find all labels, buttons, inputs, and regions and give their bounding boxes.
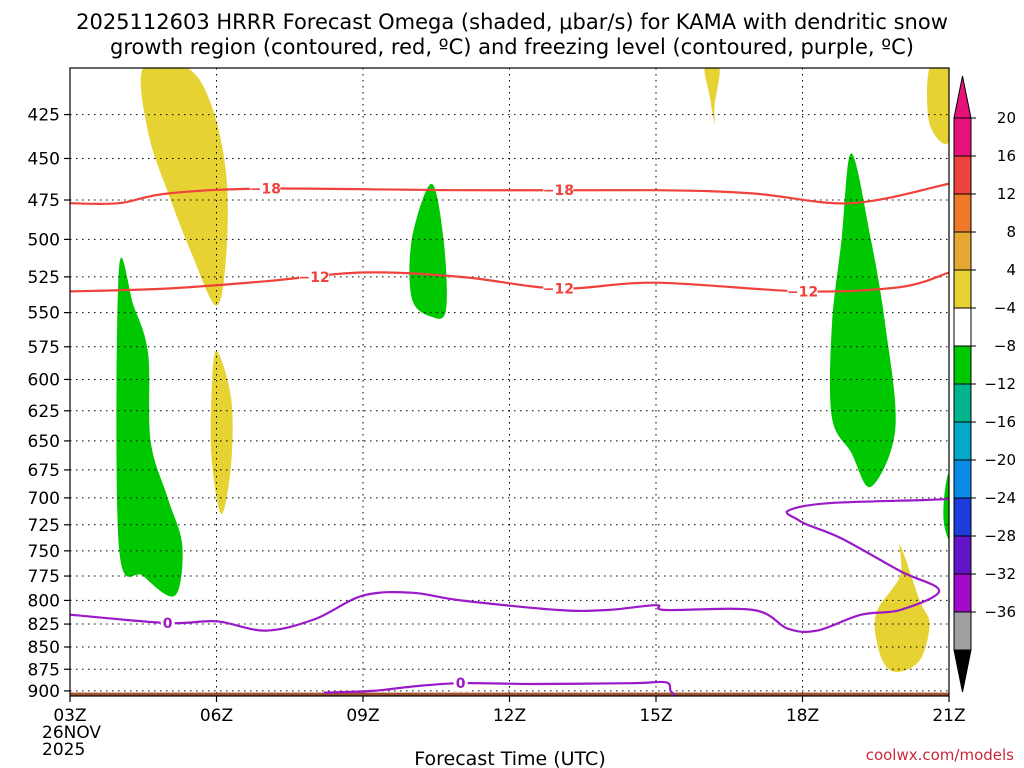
contour-label-dendritic: −12 xyxy=(543,281,574,297)
x-axis-label: Forecast Time (UTC) xyxy=(414,748,605,768)
omega-region-upward-3 xyxy=(829,153,896,488)
omega-region-upward-2 xyxy=(409,183,447,319)
y-tick-label: 475 xyxy=(28,191,60,211)
y-tick-label: 625 xyxy=(28,402,60,422)
y-tick-label: 600 xyxy=(28,370,60,390)
contour-label-freezing: 0 xyxy=(163,616,173,632)
colorbar-band xyxy=(953,535,972,575)
dendritic-contour-1 xyxy=(70,182,949,206)
x-tick-label: 09Z xyxy=(346,706,379,726)
y-tick-label: 725 xyxy=(28,516,60,536)
y-tick-label: 750 xyxy=(28,542,60,562)
contour-label-dendritic: −12 xyxy=(299,270,330,286)
y-axis: 425 450 475 500 525 550 575 600 625 650 675 700 725 7… xyxy=(28,106,70,702)
colorbar-band xyxy=(953,459,972,499)
colorbar: 20 16 12 8 4 −4 −8 −12 −16 −20 −24 −28 −32 −36 xyxy=(953,75,1016,693)
x-tick-label: 12Z xyxy=(493,706,526,726)
contour-label-dendritic: −12 xyxy=(787,284,818,300)
colorbar-tick-label: 4 xyxy=(1006,261,1016,279)
y-tick-label: 450 xyxy=(28,149,60,169)
colorbar-tick-label: −24 xyxy=(984,489,1016,507)
contour-label-bg xyxy=(160,614,175,632)
terrain-strip xyxy=(70,692,949,696)
colorbar-band xyxy=(953,497,972,537)
colorbar-tick-label: −28 xyxy=(984,527,1016,545)
omega-shading-layer xyxy=(116,68,949,672)
y-tick-label: 800 xyxy=(28,591,60,611)
y-tick-label: 775 xyxy=(28,567,60,587)
y-tick-label: 550 xyxy=(28,304,60,324)
colorbar-tick-label: −8 xyxy=(994,337,1016,355)
colorbar-band xyxy=(953,345,972,385)
contour-label-bg xyxy=(787,282,818,300)
y-tick-label: 850 xyxy=(28,638,60,658)
x-tick-label: 03Z xyxy=(53,706,86,726)
y-tick-label: 525 xyxy=(28,268,60,288)
x-tick-label: 18Z xyxy=(786,706,819,726)
contour-label-bg xyxy=(543,181,574,199)
contour-label-bg xyxy=(543,279,574,297)
contour-label-bg xyxy=(453,674,468,692)
colorbar-band xyxy=(953,231,972,271)
colorbar-tick-label: 8 xyxy=(1006,223,1016,241)
y-tick-label: 500 xyxy=(28,230,60,250)
colorbar-high-arrow xyxy=(953,75,972,119)
x-tick-label: 21Z xyxy=(932,706,965,726)
y-tick-label: 825 xyxy=(28,615,60,635)
dendritic-contour-2 xyxy=(70,271,949,293)
y-tick-label: 650 xyxy=(28,432,60,452)
colorbar-band xyxy=(953,155,972,195)
y-tick-label: 575 xyxy=(28,338,60,358)
y-tick-label: 900 xyxy=(28,682,60,702)
colorbar-low-arrow xyxy=(953,649,972,693)
colorbar-tick-label: 16 xyxy=(997,147,1016,165)
colorbar-band xyxy=(953,269,972,309)
omega-region-downward-7 xyxy=(704,68,720,124)
x-date-label: 2025 xyxy=(42,740,85,760)
x-tick-label: 15Z xyxy=(639,706,672,726)
site-credit: coolwx.com/models xyxy=(866,746,1014,764)
omega-region-upward-4 xyxy=(943,474,949,541)
x-date-label: 26NOV xyxy=(42,723,101,743)
colorbar-tick-label: −32 xyxy=(984,565,1016,583)
colorbar-tick-label: −16 xyxy=(984,413,1016,431)
y-tick-label: 875 xyxy=(28,660,60,680)
colorbar-band xyxy=(953,193,972,233)
omega-region-downward-5 xyxy=(140,68,228,306)
freezing-contour-3 xyxy=(70,497,949,634)
colorbar-tick-label: 12 xyxy=(997,185,1016,203)
contour-label-dendritic: −18 xyxy=(250,182,281,198)
omega-region-downward-6 xyxy=(210,350,233,515)
contour-label-freezing: 0 xyxy=(456,676,466,692)
freezing-contour-4 xyxy=(323,680,677,696)
contour-label-bg xyxy=(299,267,330,285)
colorbar-band xyxy=(953,573,972,613)
contour-label-dendritic: −18 xyxy=(543,183,574,199)
colorbar-band xyxy=(953,611,972,651)
omega-region-downward-8 xyxy=(927,68,949,145)
omega-region-upward-1 xyxy=(116,257,183,597)
colorbar-tick-label: −36 xyxy=(984,603,1016,621)
chart-title-line-2: growth region (contoured, red, ºC) and f… xyxy=(110,35,914,59)
colorbar-band xyxy=(953,117,972,157)
colorbar-tick-label: 20 xyxy=(997,109,1016,127)
contour-label-bg xyxy=(250,179,281,197)
chart-title-line-1: 2025112603 HRRR Forecast Omega (shaded, … xyxy=(76,10,948,34)
grid-lines xyxy=(70,68,949,696)
y-tick-label: 700 xyxy=(28,489,60,509)
y-tick-label: 675 xyxy=(28,461,60,481)
colorbar-band xyxy=(953,383,972,423)
contour-layer: −18 −18 −12 −12 −12 0 0 xyxy=(70,179,949,696)
y-tick-label: 425 xyxy=(28,106,60,126)
colorbar-band xyxy=(953,307,972,347)
colorbar-tick-label: −20 xyxy=(984,451,1016,469)
colorbar-band xyxy=(953,421,972,461)
x-tick-label: 06Z xyxy=(200,706,233,726)
terrain-layer xyxy=(70,692,949,696)
colorbar-tick-label: −12 xyxy=(984,375,1016,393)
colorbar-tick-label: −4 xyxy=(994,299,1016,317)
